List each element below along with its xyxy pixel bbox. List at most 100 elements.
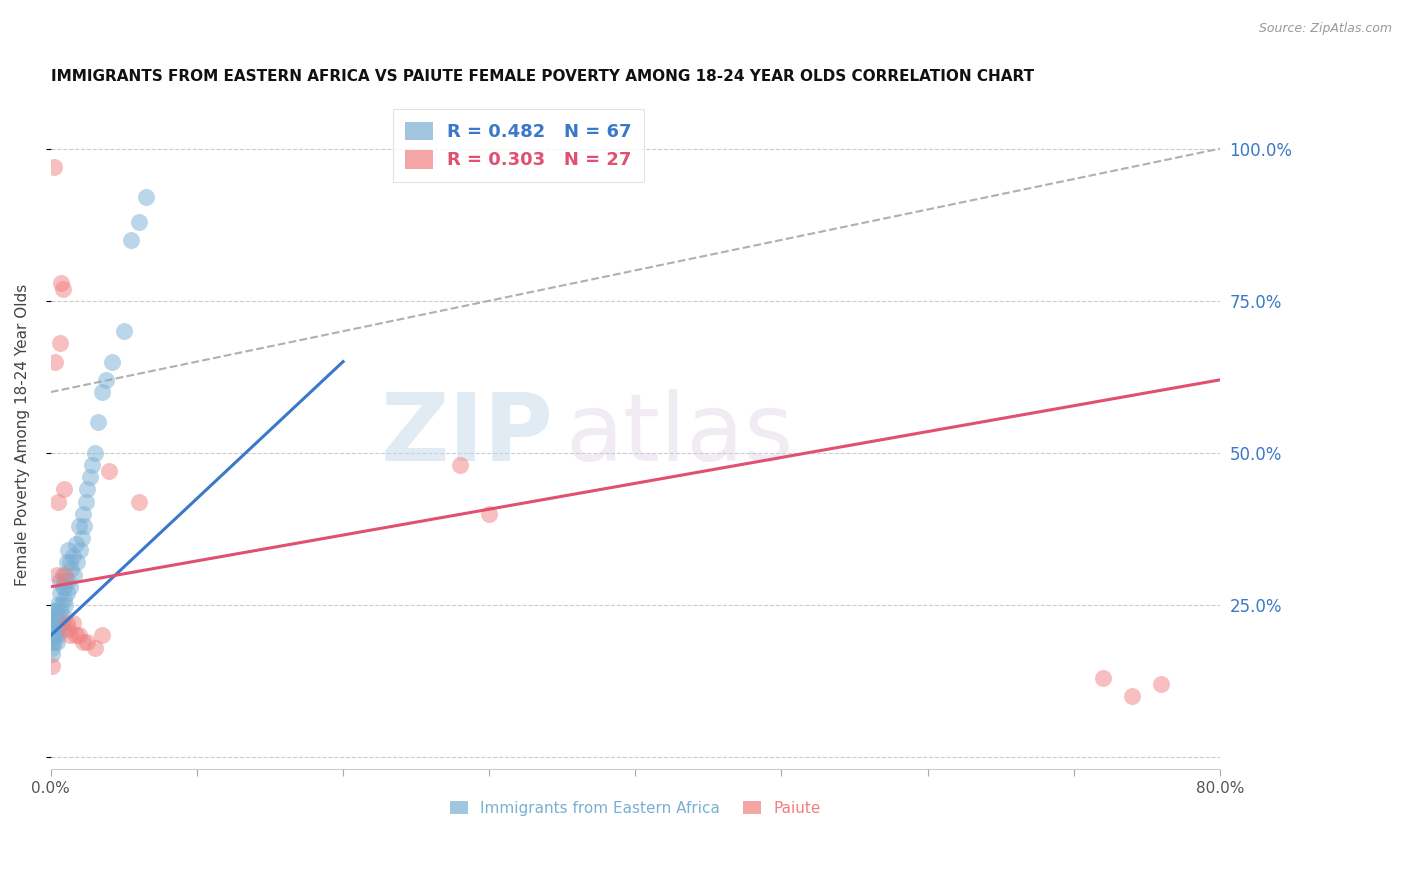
- Point: [45, 567, 67, 582]
- Y-axis label: Female Poverty Among 18-24 Year Olds: Female Poverty Among 18-24 Year Olds: [15, 284, 30, 586]
- Point: [53, 580, 76, 594]
- Point: [62, 616, 84, 631]
- Point: [48, 336, 70, 351]
- Point: [69, 543, 91, 558]
- Text: ZIP: ZIP: [381, 389, 554, 481]
- Point: [42, 634, 65, 648]
- Point: [91, 385, 114, 400]
- Point: [135, 190, 157, 204]
- Point: [45, 610, 67, 624]
- Point: [73, 519, 96, 533]
- Point: [46, 494, 69, 508]
- Point: [56, 586, 79, 600]
- Point: [44, 604, 66, 618]
- Point: [478, 507, 501, 521]
- Point: [55, 567, 77, 582]
- Text: IMMIGRANTS FROM EASTERN AFRICA VS PAIUTE FEMALE POVERTY AMONG 18-24 YEAR OLDS CO: IMMIGRANTS FROM EASTERN AFRICA VS PAIUTE…: [51, 69, 1033, 84]
- Point: [44, 354, 66, 368]
- Point: [128, 494, 150, 508]
- Point: [49, 598, 72, 612]
- Point: [46, 610, 69, 624]
- Point: [49, 276, 72, 290]
- Point: [91, 628, 114, 642]
- Point: [59, 556, 82, 570]
- Point: [65, 537, 87, 551]
- Point: [66, 556, 89, 570]
- Point: [42, 616, 65, 631]
- Point: [48, 586, 70, 600]
- Point: [1150, 677, 1173, 691]
- Point: [51, 282, 73, 296]
- Legend: Immigrants from Eastern Africa, Paiute: Immigrants from Eastern Africa, Paiute: [444, 795, 827, 822]
- Point: [41, 610, 63, 624]
- Point: [96, 373, 118, 387]
- Point: [51, 580, 73, 594]
- Point: [83, 640, 105, 655]
- Point: [79, 470, 101, 484]
- Point: [112, 324, 135, 338]
- Point: [1091, 671, 1114, 685]
- Point: [45, 598, 67, 612]
- Text: atlas: atlas: [565, 389, 793, 481]
- Point: [48, 604, 70, 618]
- Point: [42, 160, 65, 174]
- Point: [41, 634, 63, 648]
- Point: [70, 531, 93, 545]
- Point: [41, 616, 63, 631]
- Point: [51, 567, 73, 582]
- Point: [67, 628, 90, 642]
- Point: [41, 628, 63, 642]
- Point: [51, 623, 73, 637]
- Point: [86, 416, 108, 430]
- Point: [53, 610, 76, 624]
- Point: [120, 233, 142, 247]
- Point: [62, 549, 84, 564]
- Point: [41, 647, 63, 661]
- Point: [41, 640, 63, 655]
- Point: [80, 458, 103, 472]
- Point: [46, 616, 69, 631]
- Point: [72, 634, 94, 648]
- Point: [83, 446, 105, 460]
- Point: [53, 591, 76, 606]
- Point: [55, 598, 77, 612]
- Point: [44, 616, 66, 631]
- Point: [98, 464, 121, 478]
- Point: [72, 507, 94, 521]
- Point: [53, 483, 76, 497]
- Point: [46, 628, 69, 642]
- Point: [59, 628, 82, 642]
- Point: [1121, 690, 1143, 704]
- Text: Source: ZipAtlas.com: Source: ZipAtlas.com: [1258, 22, 1392, 36]
- Point: [59, 580, 82, 594]
- Point: [76, 634, 98, 648]
- Point: [42, 604, 65, 618]
- Point: [75, 494, 97, 508]
- Point: [128, 215, 150, 229]
- Point: [42, 623, 65, 637]
- Point: [41, 658, 63, 673]
- Point: [65, 628, 87, 642]
- Point: [58, 543, 80, 558]
- Point: [56, 556, 79, 570]
- Point: [101, 354, 124, 368]
- Point: [58, 574, 80, 588]
- Point: [55, 574, 77, 588]
- Point: [63, 567, 86, 582]
- Point: [56, 616, 79, 631]
- Point: [45, 634, 67, 648]
- Point: [76, 483, 98, 497]
- Point: [41, 623, 63, 637]
- Point: [42, 628, 65, 642]
- Point: [48, 574, 70, 588]
- Point: [45, 616, 67, 631]
- Point: [46, 623, 69, 637]
- Point: [67, 519, 90, 533]
- Point: [44, 628, 66, 642]
- Point: [60, 561, 83, 575]
- Point: [42, 610, 65, 624]
- Point: [449, 458, 471, 472]
- Point: [49, 616, 72, 631]
- Point: [44, 623, 66, 637]
- Point: [58, 623, 80, 637]
